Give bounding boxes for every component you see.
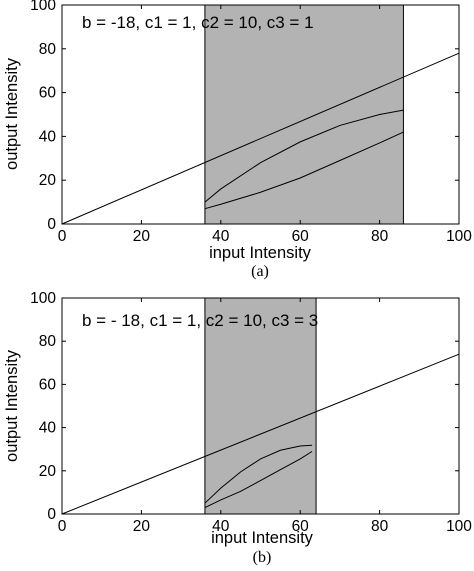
x-tick-label: 100 <box>446 228 472 245</box>
x-tick-label: 60 <box>292 518 310 535</box>
annotation-a: b = -18, c1 = 1, c2 = 10, c3 = 1 <box>82 13 314 32</box>
caption-a: (a) <box>251 263 269 280</box>
y-axis-title-b: output Intensity <box>3 349 21 462</box>
y-tick-label: 100 <box>30 0 56 14</box>
shaded-region-a <box>204 4 404 225</box>
ticks-b: 0 20 40 60 80 100 0 20 40 60 80 100 <box>30 290 472 535</box>
y-tick-label: 0 <box>47 506 56 523</box>
series-group-b <box>61 353 460 515</box>
plot-frame-a <box>61 4 460 225</box>
ticks-a: 0 20 40 60 80 100 0 20 40 60 80 100 <box>30 0 472 245</box>
shaded-region-b <box>204 297 317 515</box>
y-tick-label: 80 <box>39 41 57 58</box>
y-tick-label: 20 <box>39 172 57 189</box>
x-tick-label: 100 <box>446 518 472 535</box>
series-line-a-2 <box>204 131 404 210</box>
chart-panel-b: 0 20 40 60 80 100 0 20 40 60 80 100 b = - 18, c1 = … <box>3 290 472 566</box>
x-tick-label: 0 <box>58 518 67 535</box>
x-tick-label: 40 <box>212 518 230 535</box>
caption-b: (b) <box>253 549 272 566</box>
series-line-b-1 <box>61 353 460 515</box>
x-tick-label: 80 <box>371 518 389 535</box>
y-tick-label: 40 <box>39 420 57 437</box>
y-tick-label: 80 <box>39 333 57 350</box>
series-line-b-2 <box>204 450 313 508</box>
y-tick-label: 100 <box>30 290 56 307</box>
y-tick-label: 60 <box>39 376 57 393</box>
x-axis-title-a: input Intensity <box>209 244 312 262</box>
x-tick-label: 20 <box>133 518 151 535</box>
series-line-a-1 <box>61 52 460 225</box>
annotation-b: b = - 18, c1 = 1, c2 = 10, c3 = 3 <box>82 311 318 330</box>
series-group-a <box>61 52 460 225</box>
chart-panel-a: 0 20 40 60 80 100 0 20 40 60 80 100 b = -18, c1 = 1… <box>3 0 472 280</box>
y-tick-label: 40 <box>39 128 57 145</box>
y-tick-label: 0 <box>47 216 56 233</box>
x-tick-label: 0 <box>58 228 67 245</box>
x-tick-label: 60 <box>292 228 310 245</box>
x-tick-label: 80 <box>371 228 389 245</box>
series-line-b-3 <box>204 444 313 504</box>
x-tick-label: 40 <box>212 228 230 245</box>
y-tick-label: 60 <box>39 85 57 102</box>
plot-frame-b <box>61 297 460 515</box>
x-tick-label: 20 <box>133 228 151 245</box>
x-axis-title-b: input Intensity <box>211 529 314 547</box>
y-axis-title-a: output Intensity <box>3 57 21 170</box>
y-tick-label: 20 <box>39 463 57 480</box>
series-line-a-3 <box>204 109 404 203</box>
